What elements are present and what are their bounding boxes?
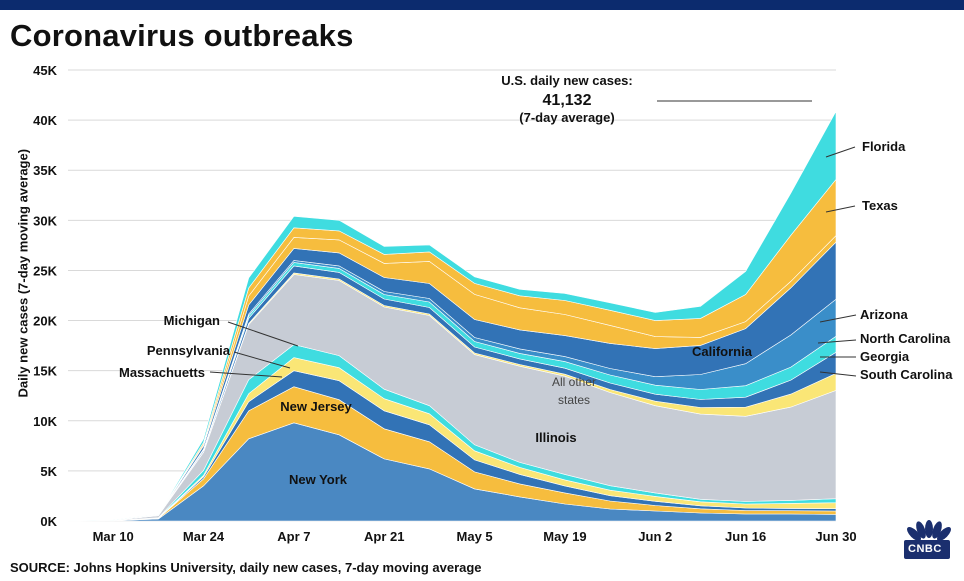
leader-line — [819, 314, 857, 323]
top-banner-bar — [0, 0, 964, 10]
x-tick-label: Jun 16 — [725, 529, 766, 544]
label-illinois: Illinois — [535, 430, 576, 445]
x-tick-label: Mar 24 — [183, 529, 225, 544]
y-tick-label: 40K — [33, 113, 57, 128]
y-tick-label: 30K — [33, 213, 57, 228]
x-tick-label: Apr 7 — [277, 529, 310, 544]
label-texas: Texas — [862, 198, 898, 213]
y-tick-label: 20K — [33, 314, 57, 329]
source-note: SOURCE: Johns Hopkins University, daily … — [10, 560, 482, 575]
label-arizona: Arizona — [860, 307, 908, 322]
y-tick-label: 15K — [33, 364, 57, 379]
area-florida — [67, 111, 837, 522]
x-tick-label: May 19 — [543, 529, 586, 544]
x-tick-label: Apr 21 — [364, 529, 404, 544]
y-tick-label: 35K — [33, 163, 57, 178]
y-tick-label: 45K — [33, 63, 57, 78]
label-leader-lines — [209, 146, 857, 378]
x-tick-label: Mar 10 — [93, 529, 134, 544]
x-tick-label: Jun 2 — [638, 529, 672, 544]
area-series — [67, 111, 837, 522]
y-tick-label: 25K — [33, 263, 57, 278]
chart-title: Coronavirus outbreaks — [10, 18, 354, 53]
leader-line — [825, 146, 856, 158]
label-all-other-states-line2: states — [558, 393, 590, 407]
label-massachusetts: Massachuetts — [119, 365, 205, 380]
y-axis-ticks: 0K 5K 10K 15K 20K 25K 30K 35K 40K 45K — [33, 63, 57, 529]
leader-line — [817, 339, 857, 344]
label-california: California — [692, 344, 753, 359]
label-florida: Florida — [862, 139, 906, 154]
annotation-value: 41,132 — [543, 92, 592, 109]
cnbc-logo-text: CNBC — [905, 543, 945, 555]
label-georgia: Georgia — [860, 349, 910, 364]
label-new-jersey: New Jersey — [280, 399, 352, 414]
leader-line — [819, 371, 857, 377]
label-new-york: New York — [289, 472, 348, 487]
label-pennsylvania: Pennsylvania — [147, 343, 231, 358]
y-tick-label: 5K — [40, 464, 57, 479]
label-michigan: Michigan — [164, 313, 220, 328]
leader-line — [227, 321, 299, 347]
label-north-carolina: North Carolina — [860, 331, 951, 346]
annotation-line3: (7-day average) — [519, 110, 614, 125]
x-tick-label: May 5 — [457, 529, 493, 544]
y-tick-label: 0K — [40, 514, 57, 529]
annotation-line1: U.S. daily new cases: — [501, 73, 633, 88]
x-tick-label: Jun 30 — [815, 529, 856, 544]
label-all-other-states-line1: All other — [552, 375, 596, 389]
y-tick-label: 10K — [33, 414, 57, 429]
leader-line — [209, 371, 283, 378]
leader-line — [233, 351, 291, 369]
leader-line — [825, 205, 856, 213]
label-south-carolina: South Carolina — [860, 367, 953, 382]
x-axis-ticks: Mar 10 Mar 24 Apr 7 Apr 21 May 5 May 19 Jun 2 J… — [93, 529, 857, 544]
